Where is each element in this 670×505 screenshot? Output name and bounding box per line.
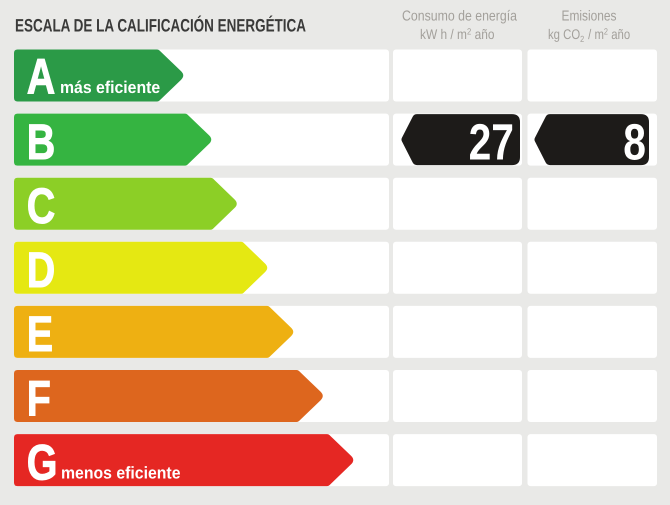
svg-text:Emisiones: Emisiones [562, 9, 617, 25]
svg-text:G: G [27, 434, 58, 490]
svg-text:ESCALA DE LA CALIFICACIÓN ENER: ESCALA DE LA CALIFICACIÓN ENERGÉTICA [15, 16, 306, 36]
svg-text:menos eficiente: menos eficiente [61, 464, 181, 483]
svg-text:27: 27 [469, 113, 514, 170]
svg-text:A: A [27, 48, 56, 104]
svg-text:F: F [27, 370, 51, 426]
svg-text:8: 8 [623, 113, 646, 170]
svg-text:B: B [27, 114, 56, 170]
svg-text:D: D [27, 242, 56, 298]
svg-text:Consumo de energía: Consumo de energía [402, 9, 518, 25]
svg-text:más eficiente: más eficiente [60, 78, 160, 97]
svg-text:C: C [27, 178, 56, 234]
svg-text:E: E [27, 306, 53, 362]
